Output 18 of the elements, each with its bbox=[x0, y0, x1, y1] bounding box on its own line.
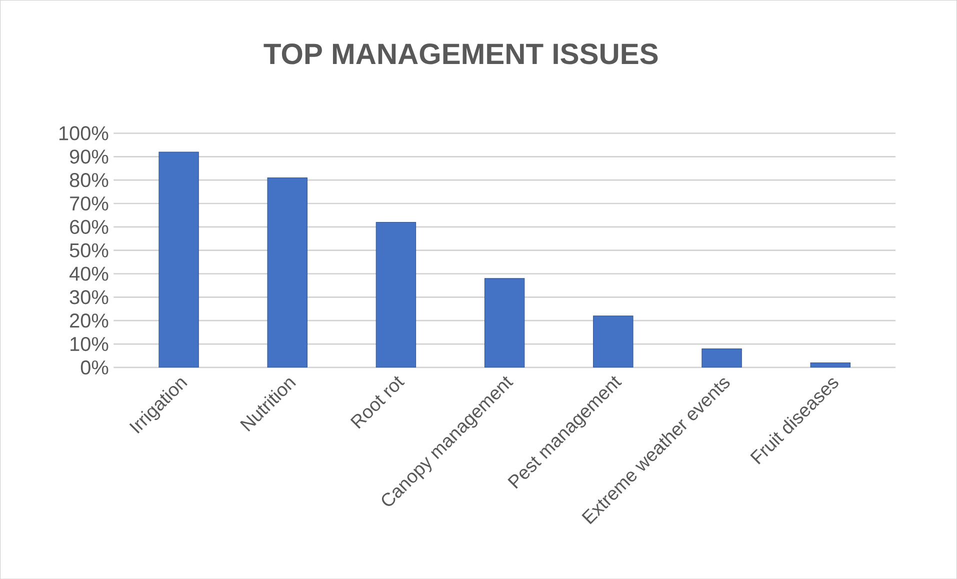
bar bbox=[267, 177, 308, 368]
y-tick-label: 0% bbox=[80, 360, 108, 374]
y-tick-label: 60% bbox=[70, 220, 108, 234]
y-tick-label: 100% bbox=[59, 126, 108, 140]
bar bbox=[376, 222, 416, 368]
y-tick-label: 90% bbox=[70, 149, 108, 164]
y-tick-label: 40% bbox=[70, 266, 108, 281]
bar bbox=[702, 348, 742, 368]
y-tick-label: 70% bbox=[70, 196, 108, 210]
bar bbox=[484, 278, 525, 368]
chart-title: TOP MANAGEMENT ISSUES bbox=[264, 43, 658, 64]
bar bbox=[593, 316, 634, 368]
bar bbox=[158, 152, 199, 368]
y-tick-label: 80% bbox=[70, 172, 108, 187]
y-tick-label: 10% bbox=[70, 336, 108, 351]
y-tick-label: 50% bbox=[70, 243, 108, 258]
y-tick-label: 20% bbox=[70, 313, 108, 328]
y-tick-label: 30% bbox=[70, 290, 108, 304]
